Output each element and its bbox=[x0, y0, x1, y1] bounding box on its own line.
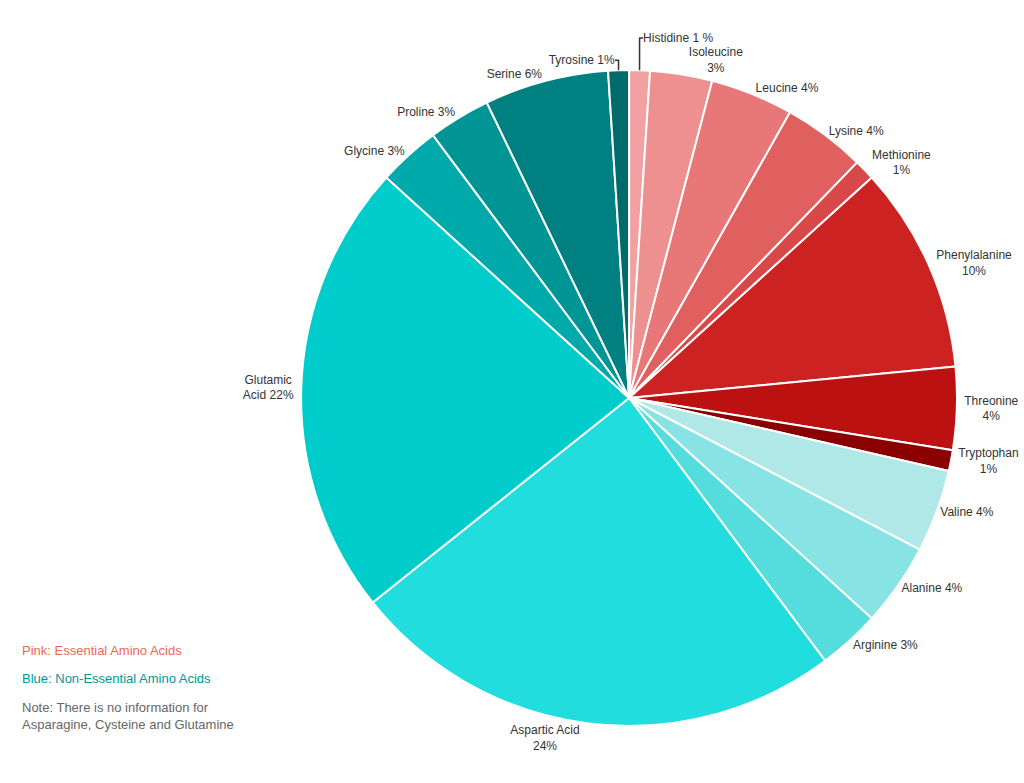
svg-text:Lysine 4%: Lysine 4% bbox=[829, 124, 884, 138]
svg-text:Serine 6%: Serine 6% bbox=[487, 67, 543, 81]
svg-text:Isoleucine3%: Isoleucine3% bbox=[689, 45, 743, 75]
svg-text:Phenylalanine10%: Phenylalanine10% bbox=[936, 248, 1012, 278]
svg-text:Glycine 3%: Glycine 3% bbox=[344, 144, 405, 158]
svg-text:GlutamicAcid 22%: GlutamicAcid 22% bbox=[243, 373, 294, 403]
svg-text:Aspartic Acid24%: Aspartic Acid24% bbox=[510, 723, 579, 753]
svg-text:Leucine 4%: Leucine 4% bbox=[756, 81, 819, 95]
svg-text:Tyrosine 1%: Tyrosine 1% bbox=[549, 53, 615, 67]
svg-text:Methionine1%: Methionine1% bbox=[872, 148, 931, 178]
svg-text:Proline 3%: Proline 3% bbox=[397, 105, 455, 119]
svg-text:Pink: Essential Amino Acids: Pink: Essential Amino Acids bbox=[22, 643, 182, 658]
svg-text:Tryptophan1%: Tryptophan1% bbox=[958, 446, 1018, 476]
svg-text:Threonine4%: Threonine4% bbox=[964, 394, 1018, 424]
svg-text:Alanine 4%: Alanine 4% bbox=[902, 581, 963, 595]
svg-text:Note: There is no information: Note: There is no information forAsparag… bbox=[22, 700, 234, 732]
svg-text:Arginine 3%: Arginine 3% bbox=[853, 638, 918, 652]
svg-text:Valine 4%: Valine 4% bbox=[940, 505, 993, 519]
svg-text:Histidine 1 %: Histidine 1 % bbox=[643, 31, 713, 45]
svg-text:Blue: Non-Essential Amino Acid: Blue: Non-Essential Amino Acids bbox=[22, 671, 211, 686]
